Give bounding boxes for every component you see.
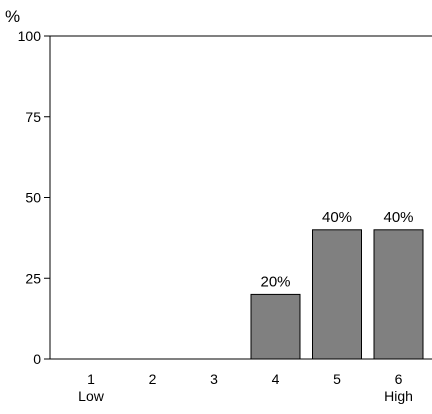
- y-tick-label: 0: [33, 351, 41, 367]
- y-axis-ticks: 0 25 50 75 100: [18, 28, 50, 367]
- x-tick-label: 1: [87, 371, 95, 387]
- bar: [312, 229, 362, 360]
- bar: [373, 229, 424, 360]
- y-axis-unit-label: %: [5, 7, 20, 26]
- x-tick-sublabel: Low: [78, 388, 105, 404]
- x-tick-label: 2: [149, 371, 157, 387]
- bar-data-label: 20%: [260, 273, 290, 290]
- bar-data-label: 40%: [322, 209, 352, 226]
- y-tick-label: 25: [25, 270, 41, 286]
- y-tick-label: 100: [18, 28, 42, 44]
- x-tick-label: 5: [333, 371, 341, 387]
- x-tick-label: 4: [272, 371, 280, 387]
- bar-data-label: 40%: [383, 209, 413, 226]
- x-tick-sublabel: High: [384, 388, 413, 404]
- bar: [250, 293, 301, 360]
- x-tick-label: 6: [395, 371, 403, 387]
- y-tick-label: 75: [25, 109, 41, 125]
- y-tick-label: 50: [25, 190, 41, 206]
- x-tick-label: 3: [210, 371, 218, 387]
- bars: 20% 40% 40%: [250, 209, 424, 360]
